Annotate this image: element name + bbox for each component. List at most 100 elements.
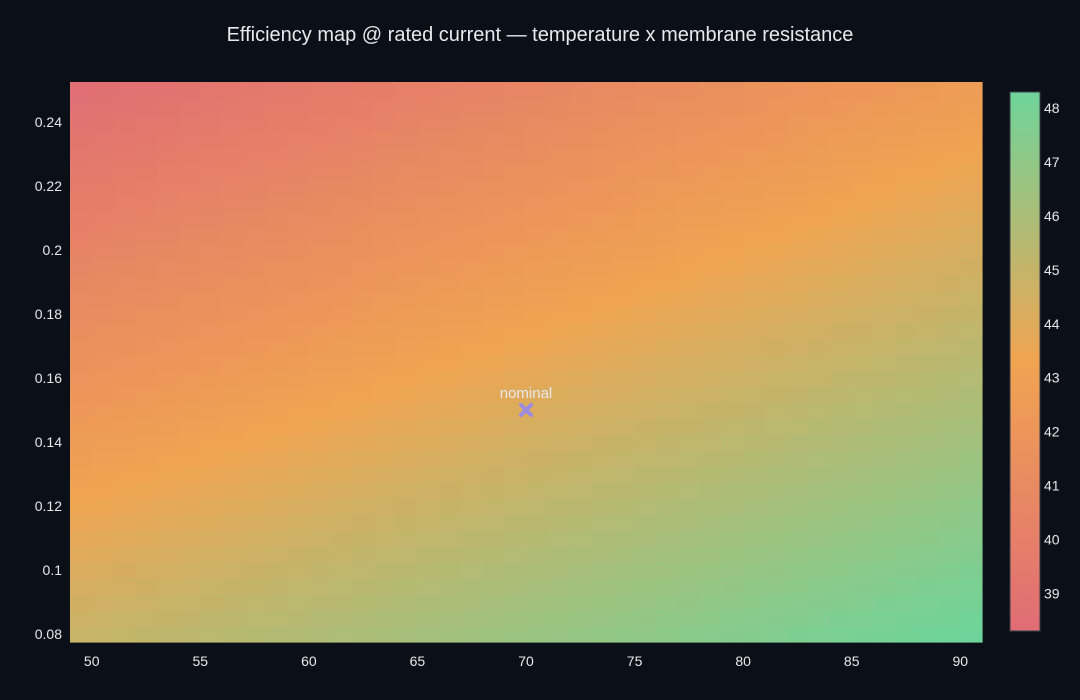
heatmap-cell bbox=[916, 290, 940, 307]
heatmap-cell bbox=[330, 482, 353, 499]
heatmap-cell bbox=[243, 274, 267, 291]
heatmap-cell bbox=[287, 418, 310, 435]
heatmap-cell bbox=[895, 98, 918, 115]
heatmap-cell bbox=[460, 482, 484, 499]
heatmap-cell bbox=[830, 130, 853, 147]
heatmap-cell bbox=[395, 258, 419, 275]
heatmap-cell bbox=[482, 386, 505, 403]
heatmap-cell bbox=[699, 578, 723, 595]
heatmap-cell bbox=[439, 274, 462, 291]
heatmap-cell bbox=[830, 194, 853, 211]
heatmap-cell bbox=[938, 466, 961, 483]
heatmap-cell bbox=[699, 322, 723, 339]
heatmap-cell bbox=[395, 290, 419, 307]
heatmap-cell bbox=[374, 418, 397, 435]
heatmap-cell bbox=[308, 370, 332, 387]
heatmap-cell bbox=[786, 322, 809, 339]
heatmap-cell bbox=[830, 274, 853, 291]
heatmap-cell bbox=[91, 530, 115, 547]
heatmap-cell bbox=[504, 178, 527, 195]
heatmap-cell bbox=[308, 402, 332, 419]
heatmap-cell bbox=[960, 354, 983, 371]
heatmap-cell bbox=[200, 322, 223, 339]
heatmap-cell bbox=[808, 610, 831, 627]
heatmap-cell bbox=[308, 546, 332, 563]
heatmap-cell bbox=[634, 226, 657, 243]
heatmap-cell bbox=[482, 562, 505, 579]
heatmap-cell bbox=[547, 546, 571, 563]
heatmap-cell bbox=[135, 338, 158, 355]
heatmap-cell bbox=[265, 450, 288, 467]
heatmap-cell bbox=[916, 130, 940, 147]
heatmap-cell bbox=[916, 338, 940, 355]
heatmap-cell bbox=[374, 98, 397, 115]
heatmap-cell bbox=[287, 530, 310, 547]
heatmap-cell bbox=[265, 578, 288, 595]
heatmap-cell bbox=[916, 482, 940, 499]
heatmap-cell bbox=[287, 482, 310, 499]
heatmap-cell bbox=[656, 594, 679, 611]
heatmap-cell bbox=[547, 258, 571, 275]
heatmap-cell bbox=[439, 546, 462, 563]
heatmap-cell bbox=[113, 498, 136, 515]
x-tick-label: 60 bbox=[301, 653, 317, 669]
heatmap-cell bbox=[70, 258, 93, 275]
heatmap-cell bbox=[287, 562, 310, 579]
heatmap-cell bbox=[200, 546, 223, 563]
heatmap-cell bbox=[764, 466, 788, 483]
heatmap-cell bbox=[591, 626, 614, 643]
heatmap-cell bbox=[764, 386, 788, 403]
y-axis-ticks: 0.080.10.120.140.160.180.20.220.24 bbox=[35, 114, 62, 642]
heatmap-cell bbox=[460, 562, 484, 579]
heatmap-cell bbox=[482, 370, 505, 387]
heatmap-cell bbox=[178, 466, 201, 483]
heatmap-cell bbox=[960, 626, 983, 643]
x-tick-label: 55 bbox=[192, 653, 208, 669]
heatmap-cell bbox=[178, 242, 201, 259]
heatmap-cell bbox=[873, 338, 896, 355]
heatmap-cell bbox=[764, 114, 788, 131]
heatmap-cell bbox=[265, 370, 288, 387]
heatmap-cell bbox=[678, 578, 701, 595]
heatmap-cell bbox=[634, 98, 657, 115]
heatmap-cell bbox=[526, 610, 549, 627]
heatmap-cell bbox=[352, 82, 375, 99]
heatmap-cell bbox=[743, 562, 766, 579]
heatmap-cell bbox=[547, 402, 571, 419]
heatmap-cell bbox=[960, 402, 983, 419]
heatmap-cell bbox=[634, 146, 657, 163]
heatmap-cell bbox=[222, 338, 245, 355]
heatmap-cell bbox=[265, 114, 288, 131]
heatmap-cell bbox=[156, 146, 180, 163]
heatmap-cell bbox=[830, 322, 853, 339]
heatmap-cell bbox=[743, 530, 766, 547]
heatmap-cell bbox=[808, 546, 831, 563]
heatmap-cell bbox=[547, 114, 571, 131]
heatmap-cell bbox=[786, 418, 809, 435]
heatmap-cell bbox=[895, 258, 918, 275]
heatmap-cell bbox=[70, 386, 93, 403]
heatmap-cell bbox=[352, 450, 375, 467]
heatmap-cell bbox=[265, 194, 288, 211]
heatmap-cell bbox=[808, 306, 831, 323]
heatmap-cell bbox=[895, 322, 918, 339]
heatmap-cell bbox=[612, 418, 636, 435]
heatmap-cell bbox=[439, 370, 462, 387]
heatmap-cell bbox=[482, 226, 505, 243]
heatmap-cell bbox=[308, 482, 332, 499]
heatmap-cell bbox=[222, 386, 245, 403]
heatmap-cell bbox=[591, 546, 614, 563]
heatmap-cell bbox=[70, 466, 93, 483]
heatmap-cell bbox=[895, 242, 918, 259]
heatmap-cell bbox=[135, 466, 158, 483]
heatmap-cell bbox=[352, 546, 375, 563]
heatmap-cell bbox=[895, 146, 918, 163]
heatmap-cell bbox=[764, 242, 788, 259]
heatmap-cell bbox=[70, 210, 93, 227]
heatmap-cell bbox=[873, 466, 896, 483]
heatmap-cell bbox=[482, 146, 505, 163]
heatmap-cell bbox=[699, 514, 723, 531]
heatmap-cell bbox=[417, 514, 440, 531]
heatmap-cell bbox=[330, 402, 353, 419]
